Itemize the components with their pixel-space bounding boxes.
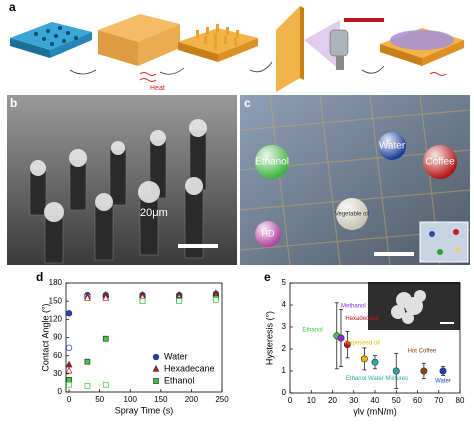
x-tick-label: 150 (154, 395, 168, 404)
legend-label: Water (164, 351, 188, 361)
legend-box (148, 350, 218, 388)
y-tick-label: 150 (49, 296, 63, 305)
y-tick-label: 0 (58, 387, 63, 396)
x-tick-label: 100 (124, 395, 138, 404)
legend-marker (152, 364, 160, 372)
y-axis-label: Contact Angle (°) (40, 303, 50, 371)
y-tick-label: 5 (282, 278, 287, 287)
legend-label: Hexadecane (164, 363, 215, 373)
square-marker (66, 381, 72, 388)
point (439, 367, 447, 375)
legend-marker (153, 378, 159, 384)
point-label: Rapeseed oil (345, 340, 380, 346)
x-tick-label: 50 (95, 395, 104, 404)
square-marker (213, 297, 219, 303)
panel-label: e (264, 270, 271, 284)
x-axis-label: γlv (mN/m) (353, 406, 397, 416)
square-marker (66, 377, 72, 383)
square-marker (84, 358, 91, 365)
panel-label: a (9, 0, 16, 14)
x-tick-label: 250 (215, 395, 229, 404)
droplet-label: Vegetable oil (335, 212, 369, 218)
circle-marker (65, 344, 73, 351)
panel-label: d (36, 270, 43, 284)
y-tick-label: 30 (53, 369, 62, 378)
process-diagram: Heat (10, 6, 464, 92)
triangle-marker (84, 294, 91, 301)
sem-image: 20μm (7, 95, 237, 265)
point-label: Ethanol Water Mixtures (346, 376, 408, 382)
point-label: Hot Coffee (408, 349, 437, 355)
panel-label: c (244, 96, 251, 110)
x-tick-label: 50 (392, 396, 401, 405)
droplet-label: Water (379, 141, 406, 152)
legend-label: Ethanol (164, 375, 195, 385)
y-tick-label: 2 (282, 344, 287, 353)
x-tick-label: 0 (288, 396, 293, 405)
triangle-marker (102, 294, 110, 301)
x-tick-label: 80 (456, 396, 465, 405)
x-tick-label: 30 (349, 396, 358, 405)
droplet-label: Ethanol (255, 157, 289, 168)
point (343, 341, 351, 349)
droplet-label: Coffee (425, 157, 455, 168)
inset-sem (368, 282, 460, 330)
point-label: Water (435, 379, 451, 385)
y-axis-label: Hysteresis (°) (264, 311, 274, 365)
x-tick-label: 200 (185, 395, 199, 404)
panel-label: b (10, 96, 17, 110)
x-tick-label: 40 (371, 396, 380, 405)
point (420, 367, 428, 375)
heat-label: Heat (150, 85, 165, 92)
x-axis-label: Spray Time (s) (115, 405, 174, 415)
y-tick-label: 120 (49, 314, 63, 323)
legend-marker (152, 353, 160, 361)
x-tick-label: 10 (307, 396, 316, 405)
y-tick-label: 180 (49, 278, 63, 287)
y-tick-label: 60 (53, 351, 62, 360)
x-tick-label: 60 (413, 396, 422, 405)
y-tick-label: 3 (282, 322, 287, 331)
point (371, 358, 379, 366)
triangle-marker (65, 366, 73, 374)
x-tick-label: 70 (434, 396, 443, 405)
point (337, 334, 345, 342)
square-marker (176, 298, 183, 305)
y-tick-label: 4 (282, 300, 287, 309)
y-tick-label: 0 (282, 388, 287, 397)
scale-label: 20μm (140, 207, 168, 219)
y-tick-label: 90 (53, 333, 62, 342)
y-tick-label: 1 (282, 366, 287, 375)
circle-marker (65, 310, 73, 317)
square-marker (139, 298, 146, 305)
square-marker (102, 381, 109, 388)
point-label: Ethanol (302, 327, 322, 333)
triangle-marker (65, 360, 73, 368)
point (360, 355, 368, 363)
point-label: Methanol (341, 304, 366, 310)
square-marker (84, 383, 91, 389)
droplet-photo: Water Ethanol Coffee HD Vegetable oil (239, 94, 471, 266)
x-tick-label: 20 (328, 396, 337, 405)
square-marker (102, 335, 109, 342)
droplet-label: HD (262, 228, 275, 238)
point-label: Hexadecane (345, 316, 379, 322)
x-tick-label: 0 (67, 395, 72, 404)
point (392, 367, 400, 375)
